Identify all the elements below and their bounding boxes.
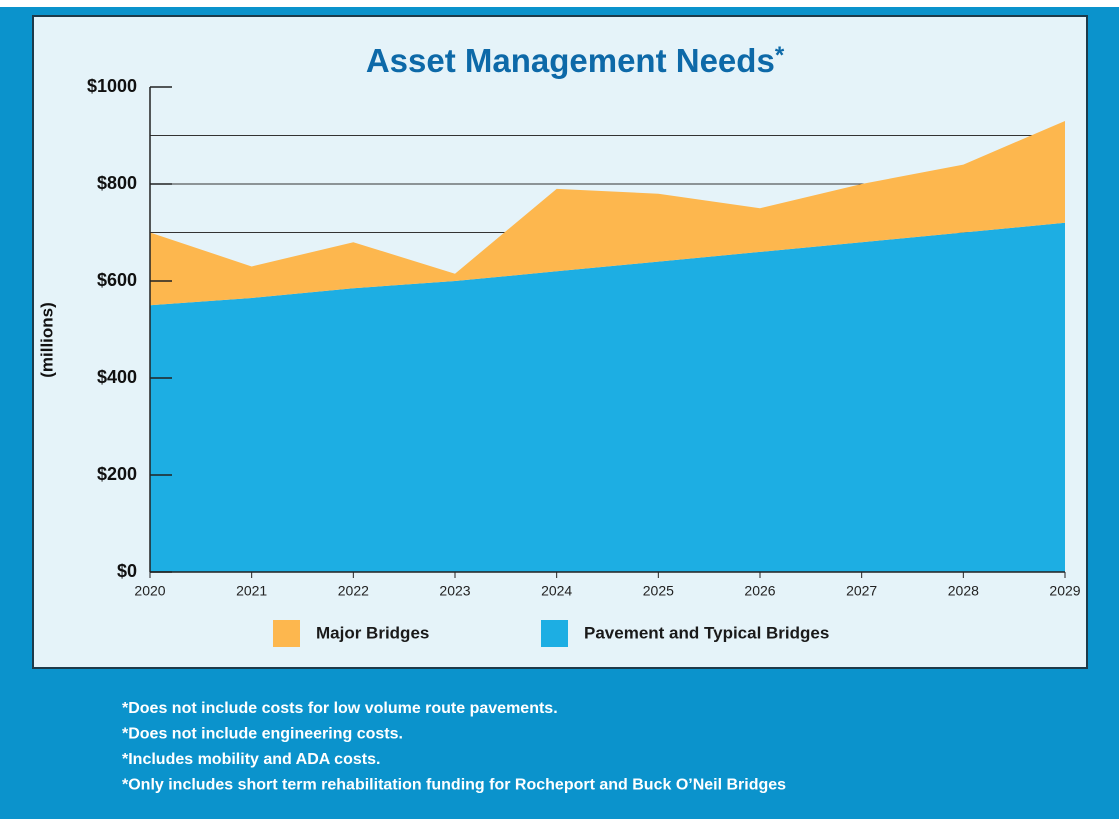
x-tick-label: 2022	[338, 583, 369, 599]
area	[150, 120, 1065, 306]
x-tick-label: 2023	[439, 583, 470, 599]
y-tick-label: $200	[97, 464, 137, 484]
legend-swatch	[273, 620, 300, 647]
x-tick-label: 2029	[1049, 583, 1080, 599]
x-tick-label: 2021	[236, 583, 267, 599]
legend-swatch	[541, 620, 568, 647]
footnote: *Does not include costs for low volume r…	[122, 700, 558, 717]
top-strip	[0, 0, 1119, 7]
y-tick-label: $1000	[87, 76, 137, 96]
title-text: Asset Management Needs	[366, 42, 775, 79]
footnote: *Only includes short term rehabilitation…	[122, 777, 786, 794]
footnote: *Does not include engineering costs.	[122, 726, 403, 743]
y-tick-label: $0	[117, 561, 137, 581]
legend-label: Major Bridges	[316, 623, 429, 642]
y-tick-label: $400	[97, 367, 137, 387]
y-axis-label: (millions)	[37, 302, 56, 378]
footnote: *Includes mobility and ADA costs.	[122, 751, 380, 768]
x-tick-label: 2028	[948, 583, 979, 599]
x-tick-label: 2026	[744, 583, 775, 599]
x-tick-label: 2024	[541, 583, 572, 599]
x-tick-label: 2025	[643, 583, 674, 599]
x-tick-label: 2020	[134, 583, 165, 599]
title-mark: *	[775, 42, 785, 69]
legend-label: Pavement and Typical Bridges	[584, 623, 829, 642]
plot-area	[150, 120, 1065, 573]
x-tick-label: 2027	[846, 583, 877, 599]
chart-title: Asset Management Needs*	[366, 42, 785, 79]
area	[150, 222, 1065, 573]
y-tick-label: $800	[97, 173, 137, 193]
y-tick-label: $600	[97, 270, 137, 290]
